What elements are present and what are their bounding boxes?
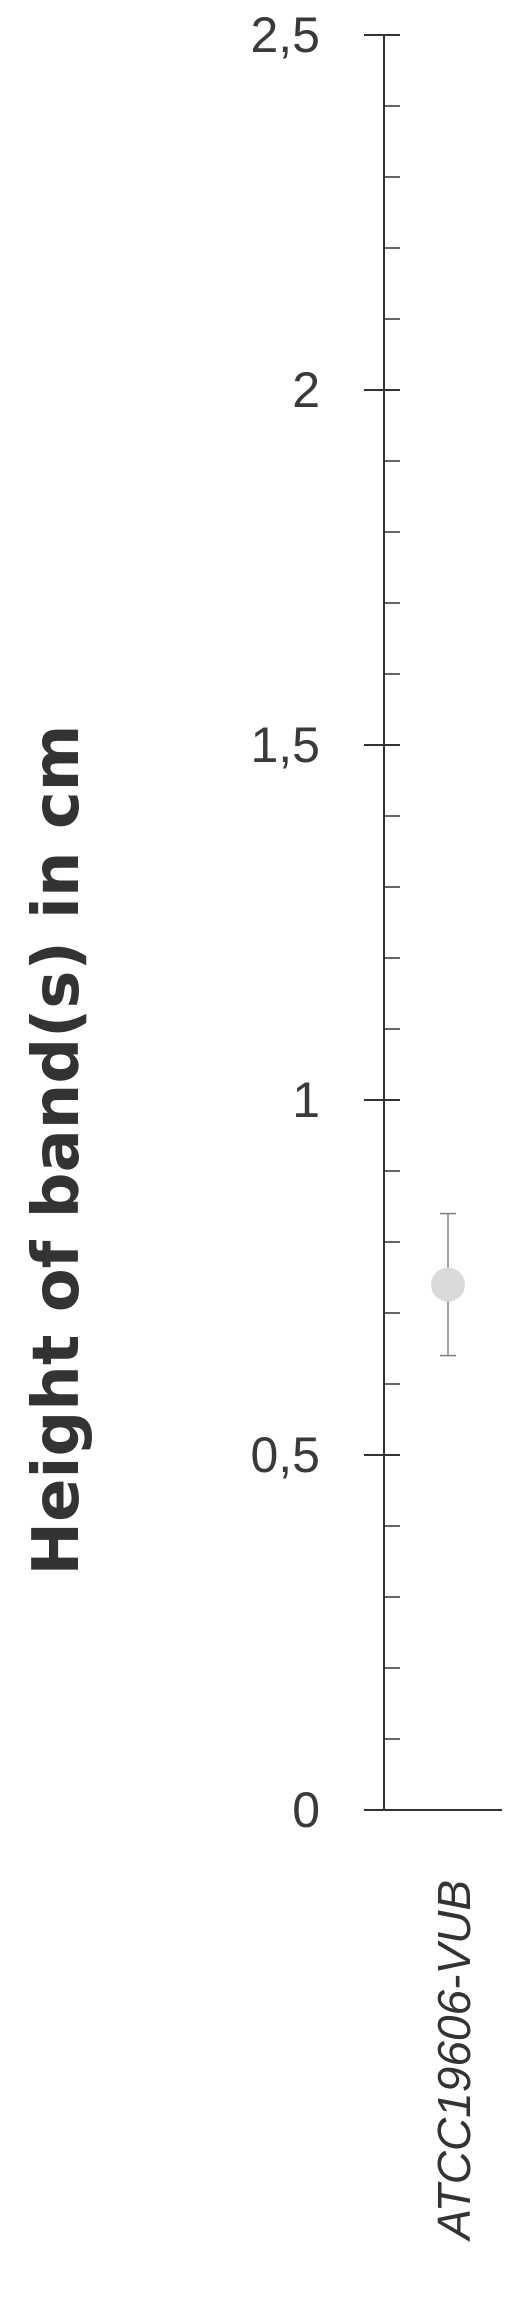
data-marks (431, 1212, 465, 1357)
y-axis-label: Height of band(s) in cm (20, 725, 94, 1576)
data-point (431, 1267, 465, 1302)
y-ticks: 0 0,5 1 1,5 2 2,5 (250, 7, 400, 1838)
y-tick-label: 1,5 (250, 717, 320, 773)
x-category-label: ATCC19606-VUB (428, 1880, 480, 2243)
y-tick-label: 2,5 (250, 7, 320, 63)
y-tick-label: 0 (292, 1782, 320, 1838)
axes (383, 35, 502, 1811)
y-tick-label: 2 (292, 362, 320, 418)
y-tick-label: 0,5 (250, 1427, 320, 1483)
y-tick-label: 1 (292, 1072, 320, 1128)
